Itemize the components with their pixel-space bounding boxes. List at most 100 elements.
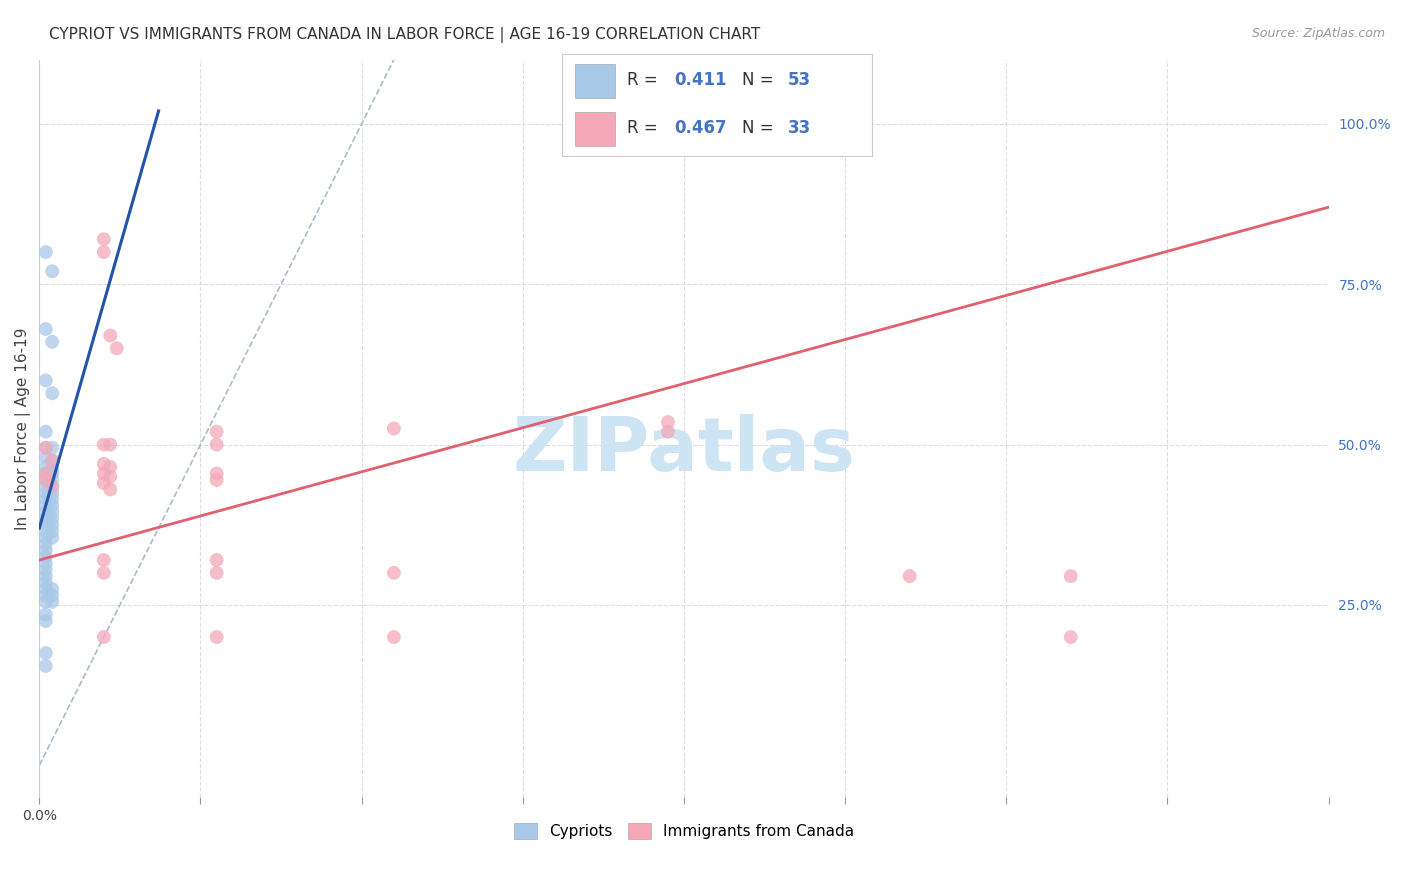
Point — [41, 511, 63, 525]
Point — [35, 543, 58, 558]
Point — [35, 505, 58, 519]
Text: 0.467: 0.467 — [673, 120, 727, 137]
Point — [35, 441, 58, 455]
Point — [35, 492, 58, 507]
Point — [41, 441, 63, 455]
Point — [35, 425, 58, 439]
Text: N =: N = — [742, 71, 779, 89]
Point — [1060, 569, 1083, 583]
Text: 33: 33 — [789, 120, 811, 137]
Point — [35, 531, 58, 545]
Point — [35, 450, 58, 465]
Point — [98, 437, 121, 451]
Point — [35, 467, 58, 481]
Point — [35, 575, 58, 590]
Point — [35, 582, 58, 596]
Point — [41, 453, 63, 467]
Text: Source: ZipAtlas.com: Source: ZipAtlas.com — [1251, 27, 1385, 40]
Point — [35, 549, 58, 564]
Text: ZIPatlas: ZIPatlas — [513, 414, 855, 487]
Point — [35, 473, 58, 487]
Point — [93, 553, 115, 567]
Text: R =: R = — [627, 71, 664, 89]
Text: 53: 53 — [789, 71, 811, 89]
Point — [98, 328, 121, 343]
Point — [41, 505, 63, 519]
Point — [35, 473, 58, 487]
Point — [35, 479, 58, 493]
Point — [898, 569, 921, 583]
Point — [41, 588, 63, 602]
Legend: Cypriots, Immigrants from Canada: Cypriots, Immigrants from Canada — [508, 817, 860, 845]
Point — [105, 341, 128, 355]
Point — [93, 245, 115, 260]
Point — [35, 511, 58, 525]
Point — [35, 556, 58, 570]
Point — [205, 467, 228, 481]
Point — [93, 232, 115, 246]
Point — [1060, 630, 1083, 644]
Point — [35, 537, 58, 551]
Text: N =: N = — [742, 120, 779, 137]
Point — [41, 492, 63, 507]
Point — [205, 630, 228, 644]
Point — [35, 373, 58, 387]
Point — [41, 453, 63, 467]
Point — [93, 437, 115, 451]
Point — [35, 517, 58, 532]
Point — [35, 485, 58, 500]
Point — [41, 524, 63, 538]
Point — [93, 566, 115, 580]
Point — [382, 421, 405, 435]
Point — [35, 614, 58, 628]
Text: R =: R = — [627, 120, 664, 137]
Point — [35, 499, 58, 513]
Point — [41, 485, 63, 500]
Y-axis label: In Labor Force | Age 16-19: In Labor Force | Age 16-19 — [15, 327, 31, 530]
Point — [41, 264, 63, 278]
Point — [205, 425, 228, 439]
Point — [657, 425, 679, 439]
Point — [35, 569, 58, 583]
Point — [98, 483, 121, 497]
Point — [35, 441, 58, 455]
Point — [35, 563, 58, 577]
Point — [41, 386, 63, 401]
Point — [382, 566, 405, 580]
Point — [93, 630, 115, 644]
Point — [98, 469, 121, 483]
Point — [35, 460, 58, 475]
Point — [41, 517, 63, 532]
Point — [93, 467, 115, 481]
Point — [205, 473, 228, 487]
Bar — [575, 112, 614, 145]
Point — [205, 437, 228, 451]
Point — [35, 524, 58, 538]
Point — [41, 473, 63, 487]
Point — [41, 531, 63, 545]
Point — [35, 595, 58, 609]
Point — [205, 566, 228, 580]
Point — [382, 630, 405, 644]
Point — [35, 659, 58, 673]
Point — [41, 467, 63, 481]
Point — [41, 595, 63, 609]
Text: 0.411: 0.411 — [673, 71, 727, 89]
Point — [41, 479, 63, 493]
Point — [35, 322, 58, 336]
Point — [93, 476, 115, 491]
Text: CYPRIOT VS IMMIGRANTS FROM CANADA IN LABOR FORCE | AGE 16-19 CORRELATION CHART: CYPRIOT VS IMMIGRANTS FROM CANADA IN LAB… — [49, 27, 761, 43]
Point — [35, 607, 58, 622]
Point — [35, 467, 58, 481]
Point — [41, 463, 63, 477]
Point — [41, 479, 63, 493]
Point — [35, 245, 58, 260]
Point — [98, 460, 121, 475]
Point — [205, 553, 228, 567]
Bar — [575, 64, 614, 97]
Point — [41, 334, 63, 349]
Point — [35, 646, 58, 660]
Point — [93, 457, 115, 471]
Point — [657, 415, 679, 429]
Point — [41, 582, 63, 596]
